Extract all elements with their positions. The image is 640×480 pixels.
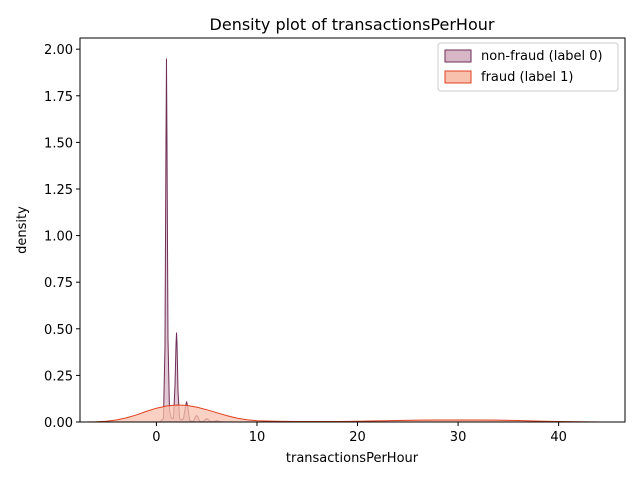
x-ticks: 0 10 20 30 40 [152,422,567,445]
x-axis-label: transactionsPerHour [286,451,419,466]
y-tick-label: 1.25 [44,183,73,198]
y-tick-label: 0.75 [44,276,73,291]
legend-swatch-non-fraud [444,49,472,63]
legend-frame [437,42,619,92]
y-tick-label: 1.75 [44,90,73,105]
legend: non-fraud (label 0) fraud (label 1) [437,42,619,92]
legend-label-non-fraud: non-fraud (label 0) [481,49,603,64]
legend-swatch-fraud [444,70,472,84]
x-tick-label: 30 [450,430,467,445]
y-tick-label: 0.00 [44,416,73,431]
y-ticks: 0.00 0.25 0.50 0.75 1.00 1.25 1.50 1.75 2.00 [44,43,80,431]
series-line-1 [86,404,602,423]
x-tick-label: 20 [349,430,366,445]
axes-frame [79,37,626,423]
y-axis-label: density [15,206,30,254]
y-tick-label: 1.00 [44,230,73,245]
y-tick-label: 0.50 [44,323,73,338]
x-tick-label: 10 [249,430,266,445]
chart-title: Density plot of transactionsPerHour [210,15,495,34]
x-tick-label: 0 [152,430,160,445]
series-layer [86,58,602,423]
series-area-1 [86,405,602,422]
axes-layer [79,37,626,423]
legend-label-fraud: fraud (label 1) [481,70,574,85]
y-tick-label: 0.25 [44,369,73,384]
y-tick-label: 2.00 [44,43,73,58]
y-tick-label: 1.50 [44,136,73,151]
x-tick-label: 40 [550,430,567,445]
